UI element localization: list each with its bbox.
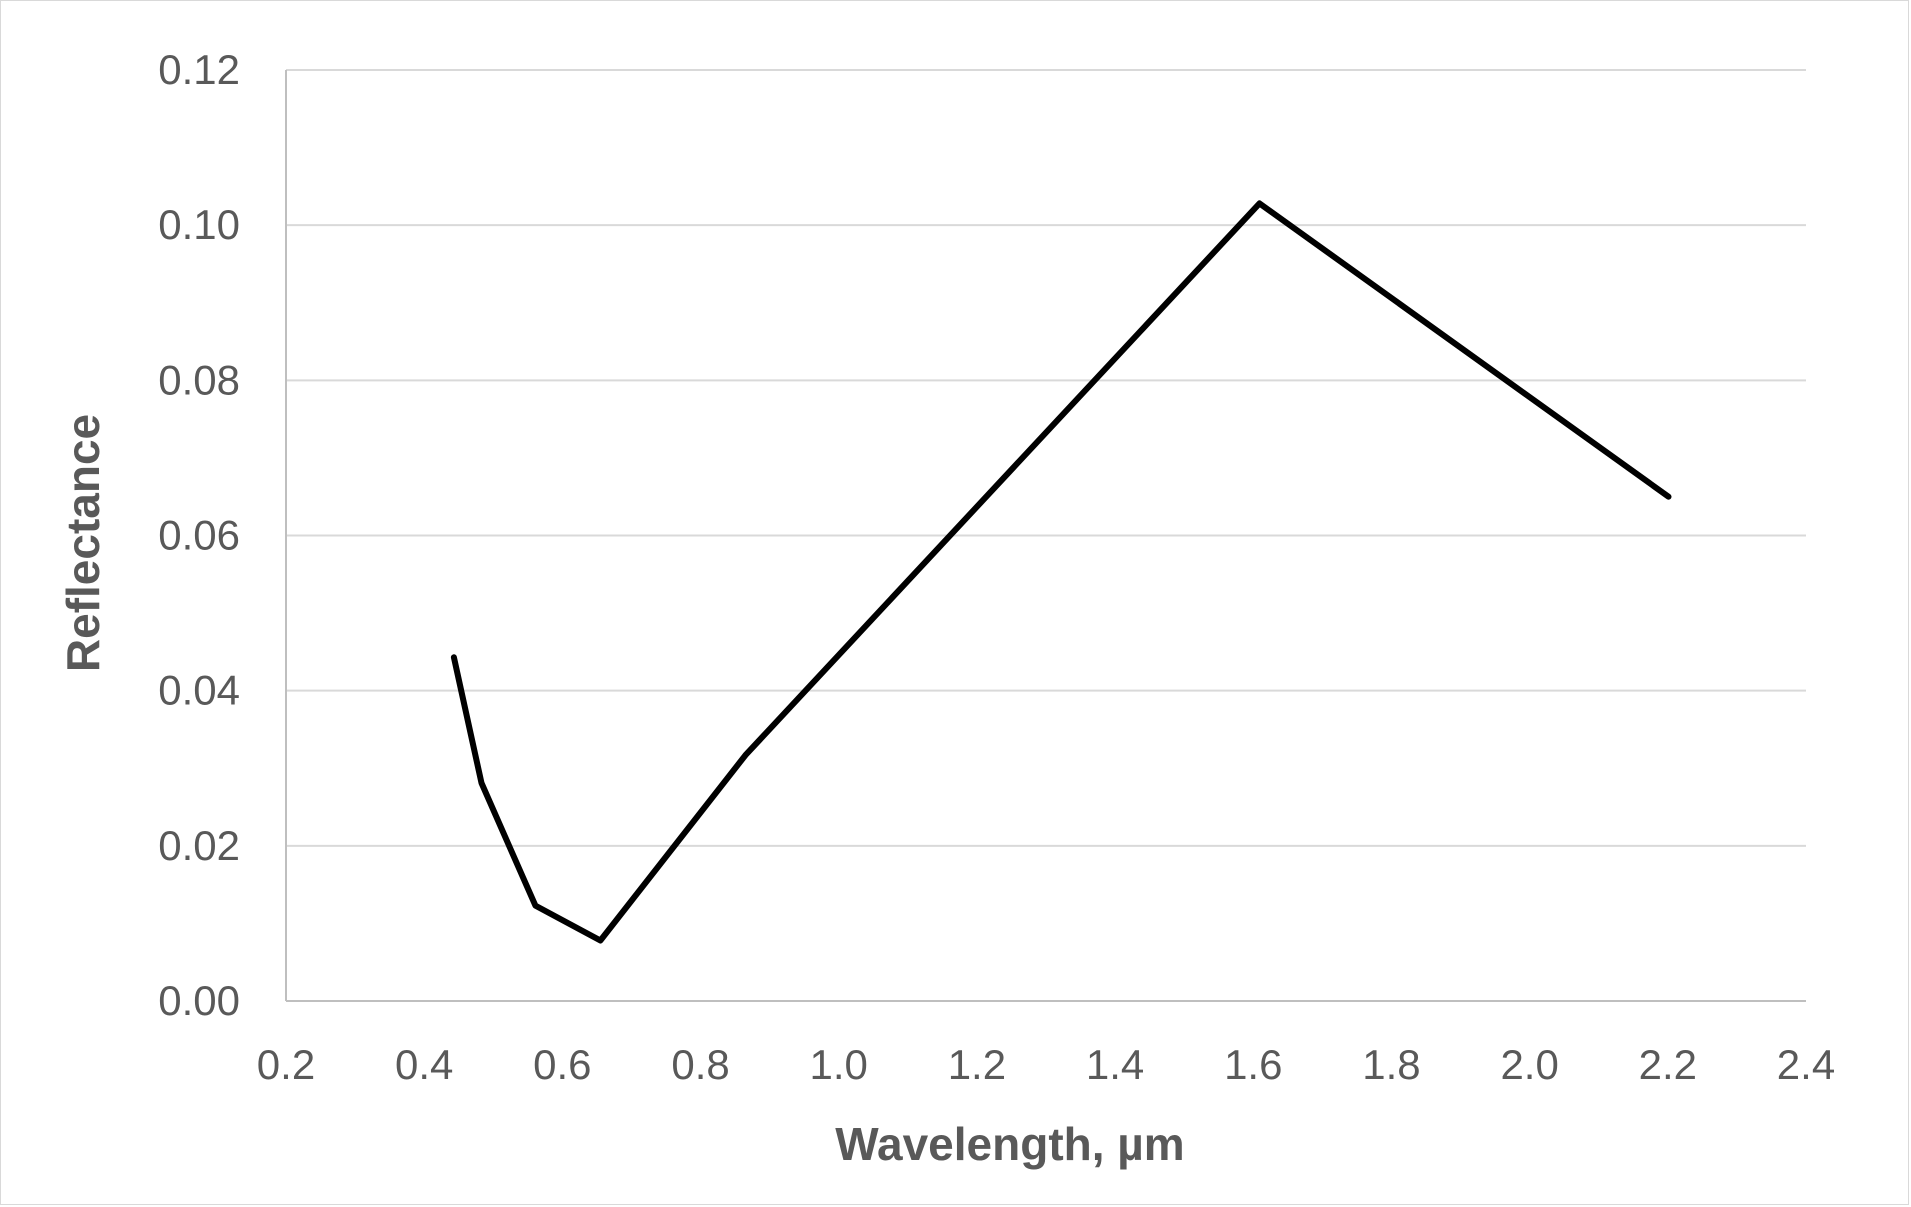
x-tick-label: 0.2 — [257, 1041, 315, 1088]
y-tick-label: 0.10 — [158, 201, 240, 248]
x-tick-label: 2.0 — [1500, 1041, 1558, 1088]
y-axis-title: Reflectance — [57, 414, 109, 672]
x-tick-label: 1.2 — [948, 1041, 1006, 1088]
y-tick-labels: 0.00 0.02 0.04 0.06 0.08 0.10 0.12 — [158, 46, 240, 1024]
x-tick-label: 2.4 — [1777, 1041, 1835, 1088]
y-tick-label: 0.04 — [158, 667, 240, 714]
y-tick-label: 0.12 — [158, 46, 240, 93]
y-tick-label: 0.06 — [158, 512, 240, 559]
series-line — [450, 200, 1672, 944]
data-series — [450, 200, 1672, 944]
x-tick-label: 2.2 — [1639, 1041, 1697, 1088]
axes — [285, 70, 1806, 1002]
x-tick-labels: 0.2 0.4 0.6 0.8 1.0 1.2 1.4 1.6 1.8 2.0 2.2 2.4 — [257, 1041, 1835, 1088]
x-tick-label: 1.8 — [1362, 1041, 1420, 1088]
y-tick-label: 0.00 — [158, 977, 240, 1024]
x-axis-title: Wavelength, µm — [835, 1118, 1184, 1170]
gridlines — [286, 69, 1806, 847]
x-tick-label: 1.0 — [810, 1041, 868, 1088]
y-tick-label: 0.02 — [158, 822, 240, 869]
y-tick-label: 0.08 — [158, 356, 240, 403]
x-tick-label: 1.6 — [1224, 1041, 1282, 1088]
x-tick-label: 0.6 — [533, 1041, 591, 1088]
x-tick-label: 0.8 — [671, 1041, 729, 1088]
x-tick-label: 1.4 — [1086, 1041, 1144, 1088]
x-tick-label: 0.4 — [395, 1041, 453, 1088]
